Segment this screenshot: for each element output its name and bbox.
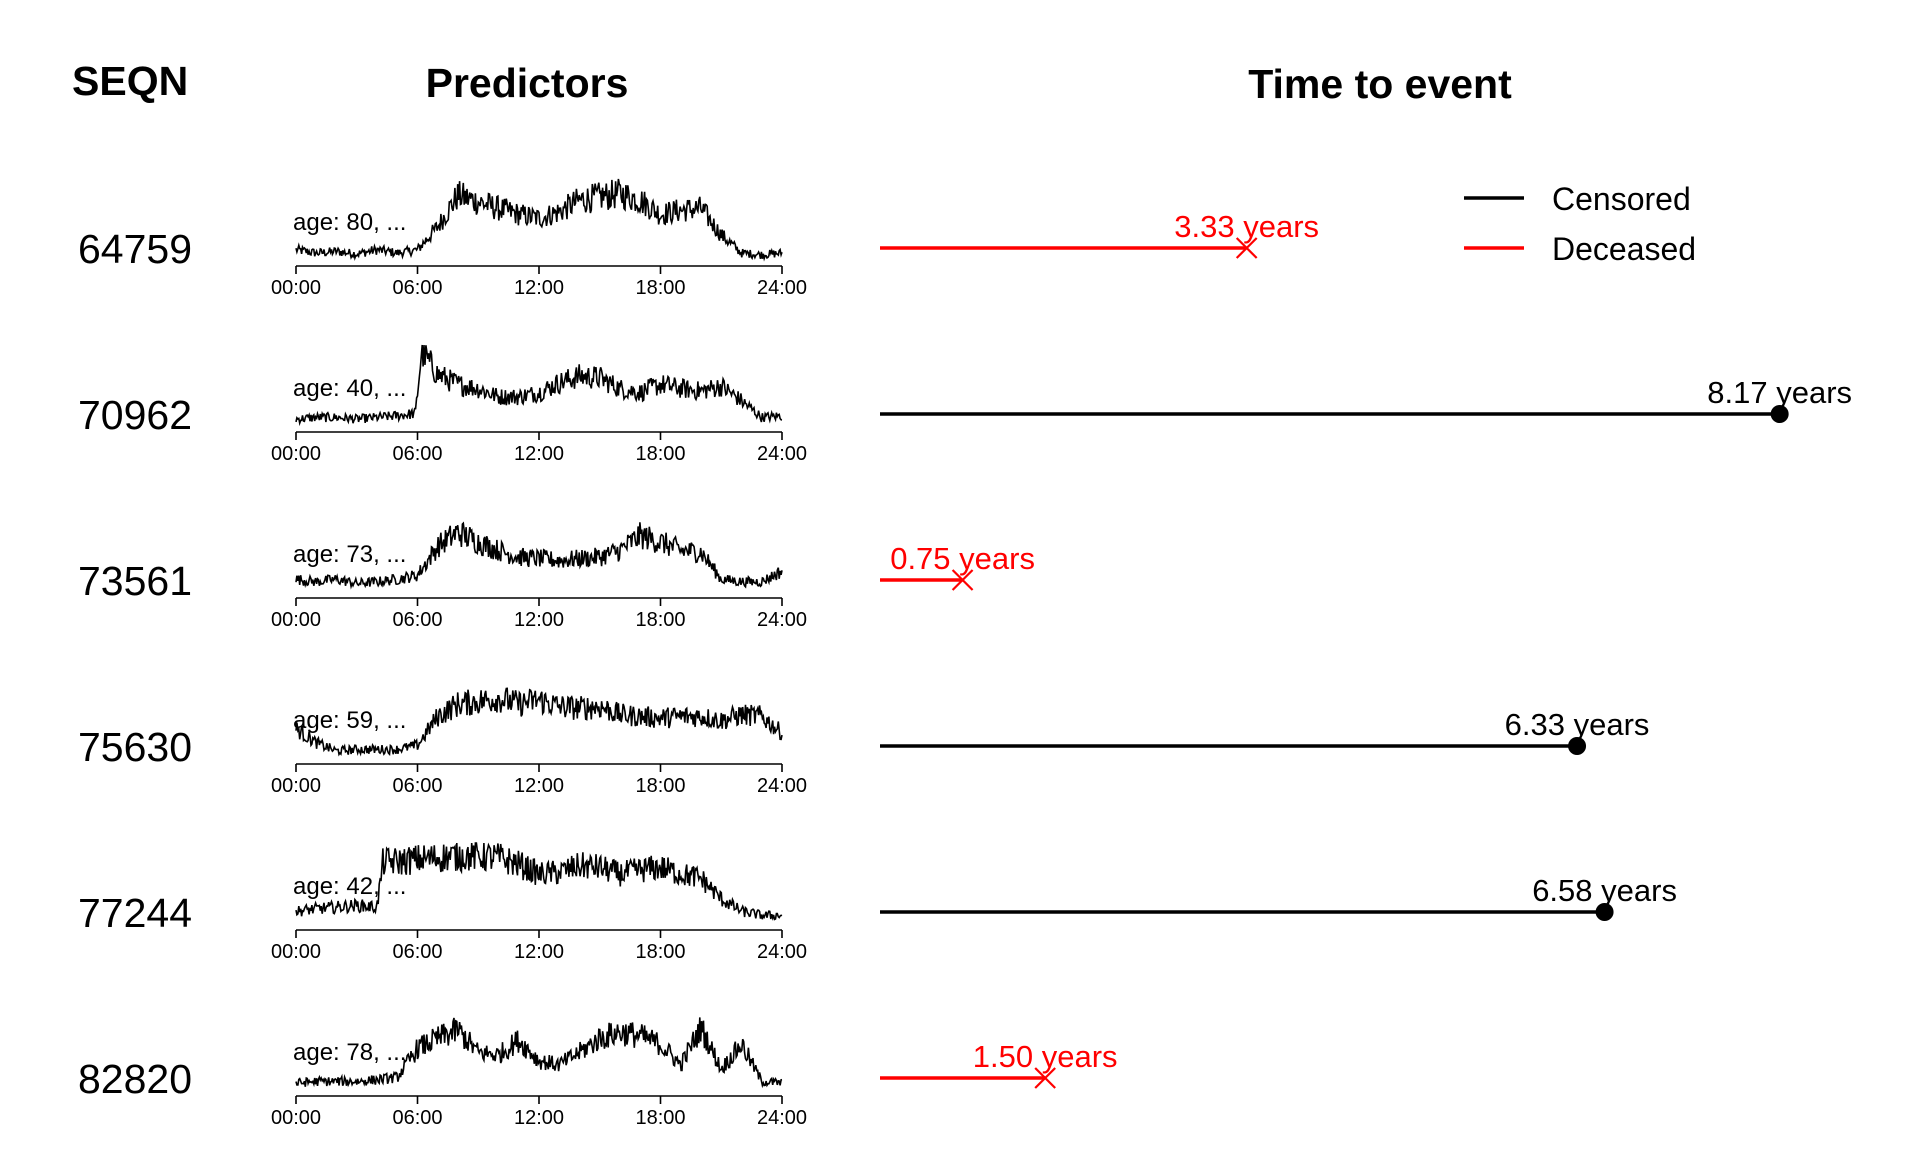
event-marker-dot xyxy=(1568,737,1587,755)
seqn-label: 64759 xyxy=(78,226,192,272)
event-label: 6.33 years xyxy=(1505,707,1650,742)
predictor-tick-label: 24:00 xyxy=(757,775,807,797)
predictor-tick-label: 24:00 xyxy=(757,941,807,963)
seqn-label: 73561 xyxy=(78,558,192,604)
predictor-tick-label: 24:00 xyxy=(757,277,807,299)
predictor-tick-label: 06:00 xyxy=(392,1107,442,1129)
event-marker-dot xyxy=(1595,903,1614,921)
predictor-tick-label: 12:00 xyxy=(514,443,564,465)
activity-trace xyxy=(295,842,783,921)
predictor-tick-label: 24:00 xyxy=(757,609,807,631)
predictor-tick-label: 00:00 xyxy=(271,443,321,465)
subject-row: 73561 age: 73, ... 00:00 06:00 12:00 18:00 24:… xyxy=(78,521,1035,631)
legend-label-censored: Censored xyxy=(1552,181,1691,217)
predictor-tick-label: 06:00 xyxy=(392,277,442,299)
legend-label-deceased: Deceased xyxy=(1552,231,1696,267)
age-label: age: 40, ... xyxy=(293,375,406,402)
activity-trace xyxy=(295,344,783,427)
activity-trace xyxy=(295,1017,783,1089)
predictor-tick-label: 00:00 xyxy=(271,1107,321,1129)
event-label: 1.50 years xyxy=(973,1039,1118,1074)
event-marker-dot xyxy=(1770,405,1789,423)
predictor-tick-label: 06:00 xyxy=(392,443,442,465)
event-marker-cross xyxy=(1034,1067,1056,1089)
predictor-tick-label: 12:00 xyxy=(514,941,564,963)
event-label: 3.33 years xyxy=(1174,209,1319,244)
predictor-tick-label: 06:00 xyxy=(392,941,442,963)
predictor-tick-label: 18:00 xyxy=(635,443,685,465)
age-label: age: 59, ... xyxy=(293,707,406,734)
predictor-tick-label: 00:00 xyxy=(271,941,321,963)
predictor-tick-label: 24:00 xyxy=(757,443,807,465)
subject-rows: 64759 age: 80, ... 00:00 06:00 12:00 18:00 24:… xyxy=(78,178,1852,1129)
activity-trace xyxy=(295,687,783,757)
subject-row: 70962 age: 40, ... 00:00 06:00 12:00 18:00 24:… xyxy=(78,344,1852,465)
event-marker-cross xyxy=(1235,237,1258,259)
subject-row: 75630 age: 59, ... 00:00 06:00 12:00 18:00 24:… xyxy=(78,687,1650,797)
predictor-tick-label: 00:00 xyxy=(271,775,321,797)
predictor-tick-label: 12:00 xyxy=(514,775,564,797)
seqn-label: 82820 xyxy=(78,1056,192,1102)
event-marker-cross xyxy=(951,569,974,591)
age-label: age: 73, ... xyxy=(293,541,406,568)
activity-trace xyxy=(295,521,783,590)
predictor-tick-label: 18:00 xyxy=(635,609,685,631)
age-label: age: 80, ... xyxy=(293,209,406,236)
predictor-tick-label: 18:00 xyxy=(635,1107,685,1129)
predictor-tick-label: 18:00 xyxy=(635,277,685,299)
header-seqn: SEQN xyxy=(72,58,188,104)
event-label: 8.17 years xyxy=(1707,375,1852,410)
event-label: 0.75 years xyxy=(890,541,1035,576)
legend: Censored Deceased xyxy=(1464,181,1696,267)
age-label: age: 42, ... xyxy=(293,873,406,900)
seqn-label: 77244 xyxy=(78,890,192,936)
seqn-label: 75630 xyxy=(78,724,192,770)
predictor-tick-label: 18:00 xyxy=(635,941,685,963)
header-time-to-event: Time to event xyxy=(1248,61,1512,107)
seqn-label: 70962 xyxy=(78,392,192,438)
predictor-tick-label: 24:00 xyxy=(757,1107,807,1129)
subject-row: 77244 age: 42, ... 00:00 06:00 12:00 18:00 24:… xyxy=(78,842,1677,963)
header-predictors: Predictors xyxy=(426,60,629,106)
predictor-tick-label: 18:00 xyxy=(635,775,685,797)
predictor-tick-label: 12:00 xyxy=(514,277,564,299)
predictor-tick-label: 12:00 xyxy=(514,1107,564,1129)
predictor-tick-label: 00:00 xyxy=(271,609,321,631)
activity-trace xyxy=(295,178,783,262)
predictor-tick-label: 06:00 xyxy=(392,609,442,631)
predictor-tick-label: 12:00 xyxy=(514,609,564,631)
subject-row: 64759 age: 80, ... 00:00 06:00 12:00 18:00 24:… xyxy=(78,178,1319,299)
event-label: 6.58 years xyxy=(1532,873,1677,908)
age-label: age: 78, ... xyxy=(293,1039,406,1066)
predictor-tick-label: 00:00 xyxy=(271,277,321,299)
subject-row: 82820 age: 78, ... 00:00 06:00 12:00 18:00 24:… xyxy=(78,1017,1118,1129)
predictor-tick-label: 06:00 xyxy=(392,775,442,797)
